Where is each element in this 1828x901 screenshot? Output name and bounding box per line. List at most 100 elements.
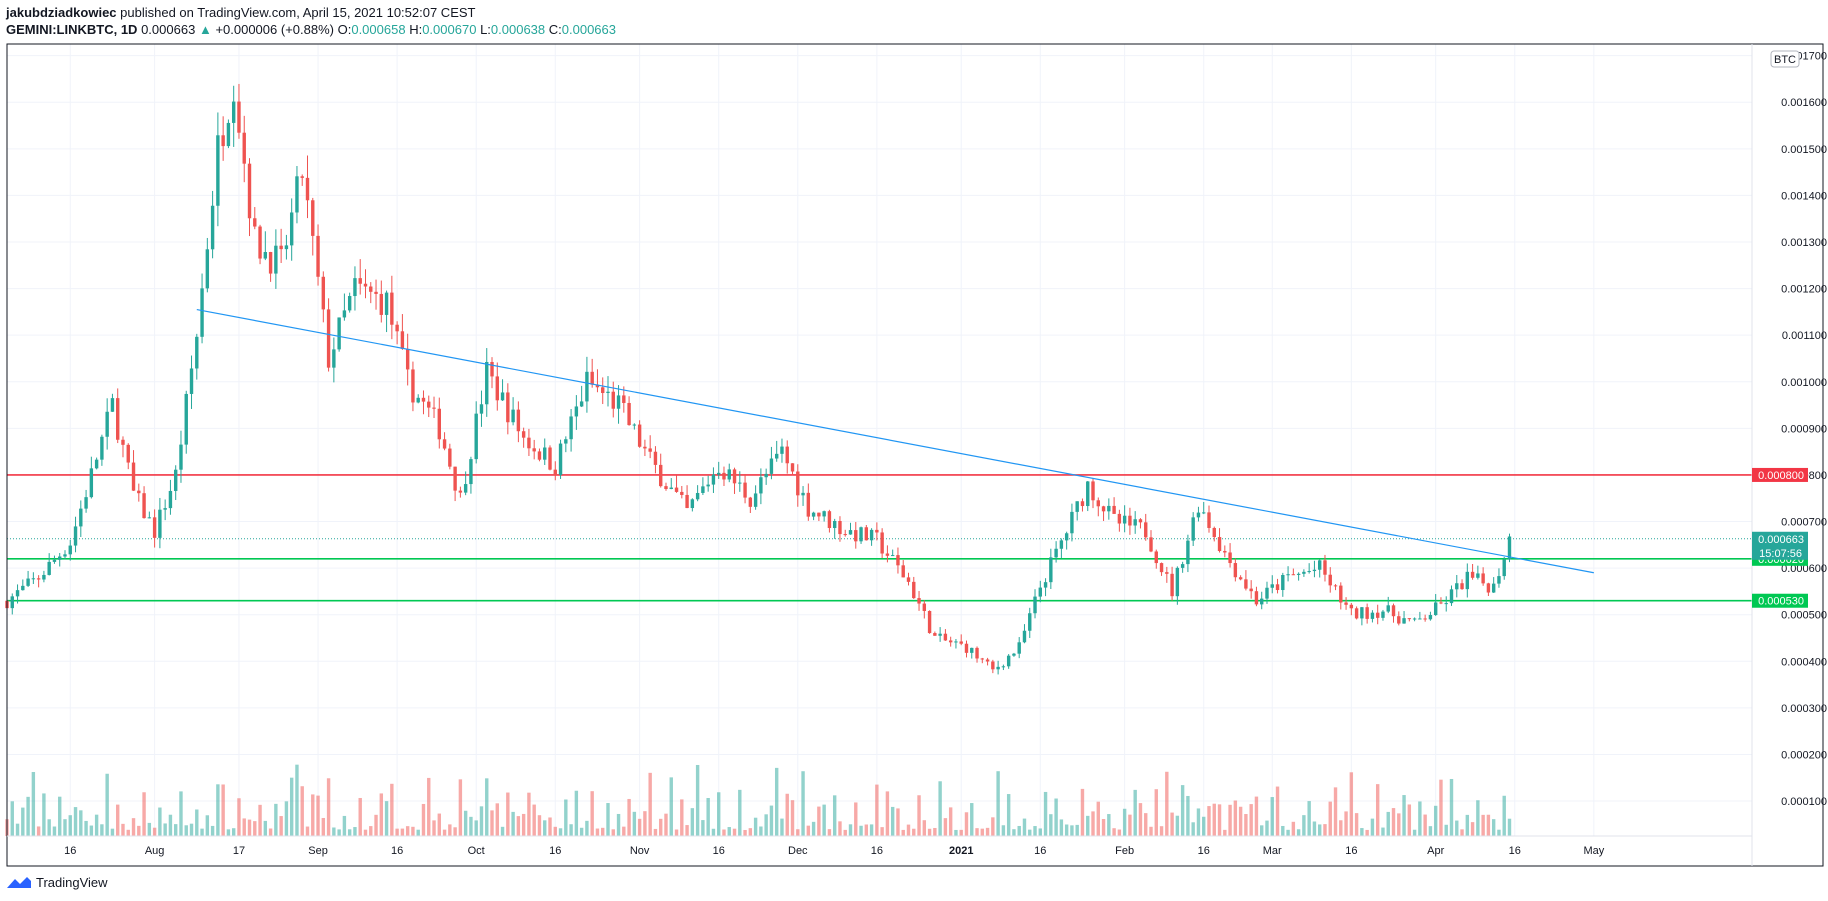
volume-bar [690,808,695,836]
volume-bar [247,819,252,836]
candle-body [26,578,30,586]
volume-bar [706,798,710,836]
candle-body [1433,602,1438,616]
volume-bar [1043,791,1048,836]
candle-body [1444,603,1448,605]
volume-bar [1507,818,1512,836]
currency-badge[interactable]: BTC [1770,50,1800,68]
volume-bar [1159,826,1164,836]
candle-body [1217,537,1222,552]
volume-bar [648,772,652,836]
volume-bar [717,792,721,836]
footer[interactable]: TradingView [6,874,108,890]
candle-body [479,404,484,414]
volume-bar [1286,829,1290,836]
candle-body [880,532,884,554]
candle-body [558,443,563,475]
candle-body [790,463,795,472]
price-axis[interactable]: 0.0017000.0016000.0015000.0014000.001300… [1781,51,1827,808]
volume-bar [701,820,705,836]
author-name[interactable]: jakubdziadkowiec [6,5,117,20]
volume-bar [168,814,173,836]
volume-bar [1107,814,1111,836]
volume-bar [1391,808,1396,836]
volume-bar [121,823,125,836]
volume-bar [31,772,36,836]
volume-bar [938,781,942,836]
volume-bar [1170,812,1174,836]
volume-bar [358,797,362,836]
candle-body [590,371,594,385]
volume-bar [1412,829,1417,836]
volume-bar [764,814,768,836]
volume-bar [1433,805,1438,836]
candle-body [442,439,447,449]
volume-bar [1028,829,1032,836]
volume-bar [569,824,573,836]
volume-bar [458,779,463,836]
volume-bar [1096,801,1100,836]
time-tick-label: Mar [1263,845,1282,857]
candle-body [690,499,695,509]
candle-body [764,473,768,478]
candle-body [52,559,57,562]
candle-body [632,424,637,426]
candle-body [31,578,36,580]
candle-body [379,293,384,315]
volume-bar [1112,828,1116,836]
volume-bar [585,820,589,836]
candle-body [1070,511,1074,534]
candle-body [1397,616,1401,624]
volume-bar [1418,801,1422,836]
volume-bar [26,796,30,836]
candle-body [1328,574,1332,586]
candle-body [933,633,937,636]
open-value: 0.000658 [351,22,406,37]
trendline-group[interactable] [196,308,1594,574]
candle-body [611,391,615,409]
volume-bar [954,829,958,836]
volume-bar [912,828,916,836]
candle-body [996,666,1000,670]
level-tag-label: 0.000530 [1758,596,1804,608]
candle-body [1001,666,1006,668]
price-tick-label: 0.000900 [1781,423,1827,435]
candle-body [606,391,610,394]
volume-bar [316,795,320,836]
volume-bar [131,818,136,836]
candle-body [722,472,726,480]
volume-bar [158,807,162,836]
candle-body [1486,583,1491,593]
volume-bar [1175,815,1180,836]
volume-bar [105,773,109,836]
time-axis[interactable]: 16 Aug 17 Sep 16 Oct 16 Nov 16 Dec 16 2021 16 Feb 16 Ma… [64,845,1605,857]
low-label: L: [480,22,491,37]
volume-bar [1149,826,1153,836]
candle-body [469,459,473,485]
volume-bar [933,827,937,836]
candle-body [168,490,173,509]
low-value: 0.000638 [490,22,546,37]
candle-body [1170,573,1174,597]
candle-body [1439,602,1443,604]
candle-body [152,517,157,538]
volume-bar [405,826,410,836]
candle-body [1117,513,1122,524]
candle-body [1312,569,1317,572]
volume-bar [1117,829,1122,836]
volume-bar [416,829,420,836]
time-tick-label: 17 [233,845,245,857]
candle-body [15,590,20,597]
candle-body [369,286,373,292]
candle-body [295,176,299,213]
volume-bar [1402,795,1406,836]
candle-body [1375,612,1380,618]
volume-bar [1407,804,1412,836]
volume-bar [822,804,826,836]
candle-body [1233,563,1238,578]
candle-body [137,490,141,494]
candle-body [1333,585,1338,587]
candle-body [316,235,320,277]
candle-body [927,610,932,634]
